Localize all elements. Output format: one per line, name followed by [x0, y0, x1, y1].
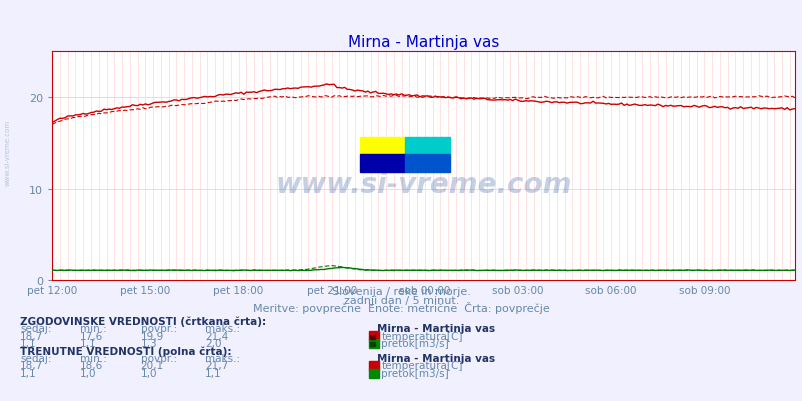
Text: 1,1: 1,1 — [20, 338, 37, 348]
Text: 18,6: 18,6 — [80, 360, 103, 371]
Text: maks.:: maks.: — [205, 353, 240, 363]
Text: maks.:: maks.: — [205, 324, 240, 334]
Text: 20,1: 20,1 — [140, 360, 164, 371]
Text: min.:: min.: — [80, 324, 107, 334]
Text: 2,0: 2,0 — [205, 338, 221, 348]
Bar — [404, 155, 449, 173]
Text: Meritve: povprečne  Enote: metrične  Črta: povprečje: Meritve: povprečne Enote: metrične Črta:… — [253, 301, 549, 313]
Bar — [360, 155, 404, 173]
Text: Mirna - Martinja vas: Mirna - Martinja vas — [377, 324, 495, 334]
Text: povpr.:: povpr.: — [140, 353, 176, 363]
Text: 1,0: 1,0 — [80, 368, 97, 378]
Text: 18,7: 18,7 — [20, 331, 43, 341]
Text: 17,6: 17,6 — [80, 331, 103, 341]
Text: 21,7: 21,7 — [205, 360, 228, 371]
Text: 1,3: 1,3 — [140, 338, 157, 348]
Bar — [360, 137, 404, 155]
Text: 1,0: 1,0 — [140, 368, 157, 378]
Text: temperatura[C]: temperatura[C] — [381, 331, 462, 341]
Text: sedaj:: sedaj: — [20, 324, 51, 334]
Text: pretok[m3/s]: pretok[m3/s] — [381, 338, 448, 348]
Text: ZGODOVINSKE VREDNOSTI (črtkana črta):: ZGODOVINSKE VREDNOSTI (črtkana črta): — [20, 316, 266, 326]
Text: temperatura[C]: temperatura[C] — [381, 360, 462, 371]
Text: 19,9: 19,9 — [140, 331, 164, 341]
Text: www.si-vreme.com: www.si-vreme.com — [5, 119, 11, 185]
Text: Slovenija / reke in morje.: Slovenija / reke in morje. — [332, 287, 470, 297]
Text: sedaj:: sedaj: — [20, 353, 51, 363]
Text: www.si-vreme.com: www.si-vreme.com — [275, 171, 571, 198]
Text: povpr.:: povpr.: — [140, 324, 176, 334]
Text: 18,7: 18,7 — [20, 360, 43, 371]
Text: 1,1: 1,1 — [20, 368, 37, 378]
Text: 1,1: 1,1 — [80, 338, 97, 348]
Text: pretok[m3/s]: pretok[m3/s] — [381, 368, 448, 378]
Text: 21,4: 21,4 — [205, 331, 228, 341]
Bar — [404, 137, 449, 155]
Text: 1,1: 1,1 — [205, 368, 221, 378]
Text: TRENUTNE VREDNOSTI (polna črta):: TRENUTNE VREDNOSTI (polna črta): — [20, 345, 231, 356]
Text: zadnji dan / 5 minut.: zadnji dan / 5 minut. — [343, 295, 459, 305]
Text: Mirna - Martinja vas: Mirna - Martinja vas — [377, 353, 495, 363]
Text: min.:: min.: — [80, 353, 107, 363]
Title: Mirna - Martinja vas: Mirna - Martinja vas — [347, 34, 499, 50]
